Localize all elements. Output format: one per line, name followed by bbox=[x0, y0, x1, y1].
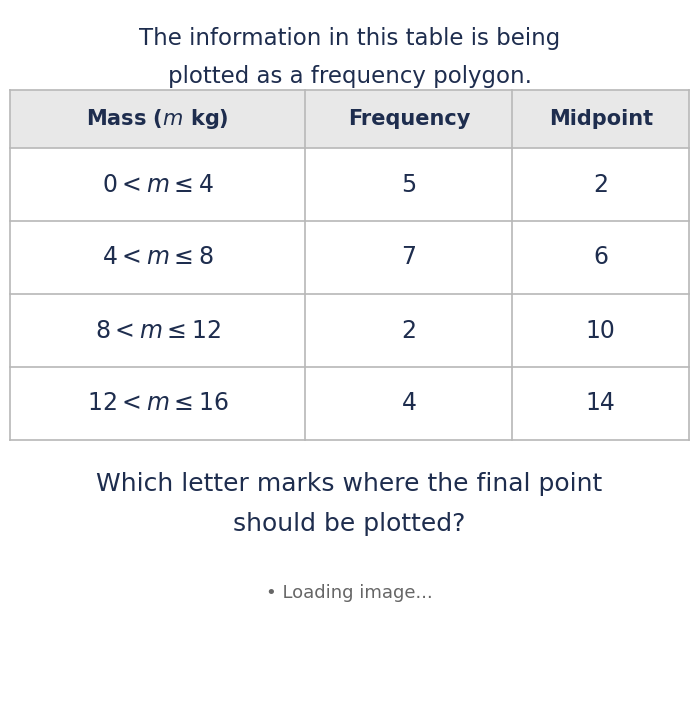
Bar bbox=[10, 294, 689, 367]
Text: 10: 10 bbox=[586, 318, 616, 343]
Text: 2: 2 bbox=[593, 173, 608, 196]
Text: $8 < m \leq 12$: $8 < m \leq 12$ bbox=[95, 318, 220, 343]
Text: $12 < m \leq 16$: $12 < m \leq 16$ bbox=[87, 391, 229, 416]
Text: • Loading image...: • Loading image... bbox=[266, 584, 433, 602]
Text: $4 < m \leq 8$: $4 < m \leq 8$ bbox=[102, 246, 213, 269]
Text: Mass ($m$ kg): Mass ($m$ kg) bbox=[87, 107, 229, 131]
Text: 4: 4 bbox=[401, 391, 417, 416]
Bar bbox=[10, 367, 689, 440]
Bar bbox=[10, 90, 689, 148]
Text: The information in this table is being: The information in this table is being bbox=[139, 26, 560, 49]
Text: should be plotted?: should be plotted? bbox=[233, 512, 466, 536]
Text: $0 < m \leq 4$: $0 < m \leq 4$ bbox=[102, 173, 213, 196]
Text: 6: 6 bbox=[593, 246, 608, 269]
Text: Midpoint: Midpoint bbox=[549, 109, 653, 129]
Bar bbox=[10, 148, 689, 221]
Text: Which letter marks where the final point: Which letter marks where the final point bbox=[96, 472, 603, 496]
Text: 2: 2 bbox=[401, 318, 417, 343]
Text: 7: 7 bbox=[401, 246, 417, 269]
Text: 5: 5 bbox=[401, 173, 417, 196]
Text: Frequency: Frequency bbox=[347, 109, 470, 129]
Text: plotted as a frequency polygon.: plotted as a frequency polygon. bbox=[168, 64, 531, 88]
Text: 14: 14 bbox=[586, 391, 616, 416]
Bar bbox=[10, 221, 689, 294]
